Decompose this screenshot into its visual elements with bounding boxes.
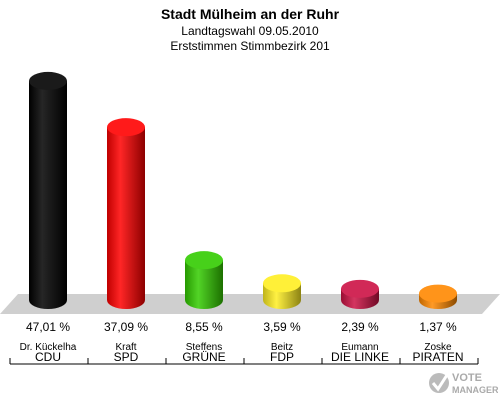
value-label: 3,59 % [263,320,301,334]
bar-grüne [185,251,223,309]
bar-top [263,274,301,293]
logo-line-1: VOTE [452,372,482,384]
candidate-label: Eumann [341,342,378,353]
party-label: CDU [35,350,61,364]
value-label: 37,09 % [104,320,148,334]
vote-manager-logo: VOTE MANAGER [429,372,498,395]
party-label: GRÜNE [182,350,225,364]
candidate-label: Dr. Kückelha [20,342,77,353]
logo-line-2: MANAGER [452,385,498,395]
chart-subtitle-2: Erststimmen Stimmbezirk 201 [170,39,330,53]
party-label: PIRATEN [412,350,463,364]
bar-top [419,284,457,303]
bar-top [185,251,223,270]
candidate-label: Beitz [271,342,293,353]
candidate-label: Steffens [186,342,223,353]
value-label: 8,55 % [185,320,223,334]
value-label: 1,37 % [419,320,457,334]
bar-top [29,71,67,90]
bar-cdu [29,71,67,309]
chart-titles: Stadt Mülheim an der Ruhr Landtagswahl 0… [0,0,500,54]
value-label: 47,01 % [26,320,70,334]
bar-body [185,260,223,309]
chart-subtitle: Landtagswahl 09.05.2010 [181,24,319,38]
bar-fdp [263,274,301,309]
candidate-label: Kraft [115,342,136,353]
checkmark-icon [429,373,449,393]
bar-body [107,127,145,309]
bar-top [341,279,379,298]
bars-layer [29,71,457,309]
bar-spd [107,118,145,309]
value-label: 2,39 % [341,320,379,334]
party-label: DIE LINKE [331,350,389,364]
candidate-label: Zoske [424,342,452,353]
bar-body [29,80,67,309]
party-label: SPD [114,350,139,364]
chart-title: Stadt Mülheim an der Ruhr [160,6,340,22]
bar-die-linke [341,279,379,309]
bar-top [107,118,145,137]
bar-piraten [419,284,457,309]
party-label: FDP [270,350,294,364]
